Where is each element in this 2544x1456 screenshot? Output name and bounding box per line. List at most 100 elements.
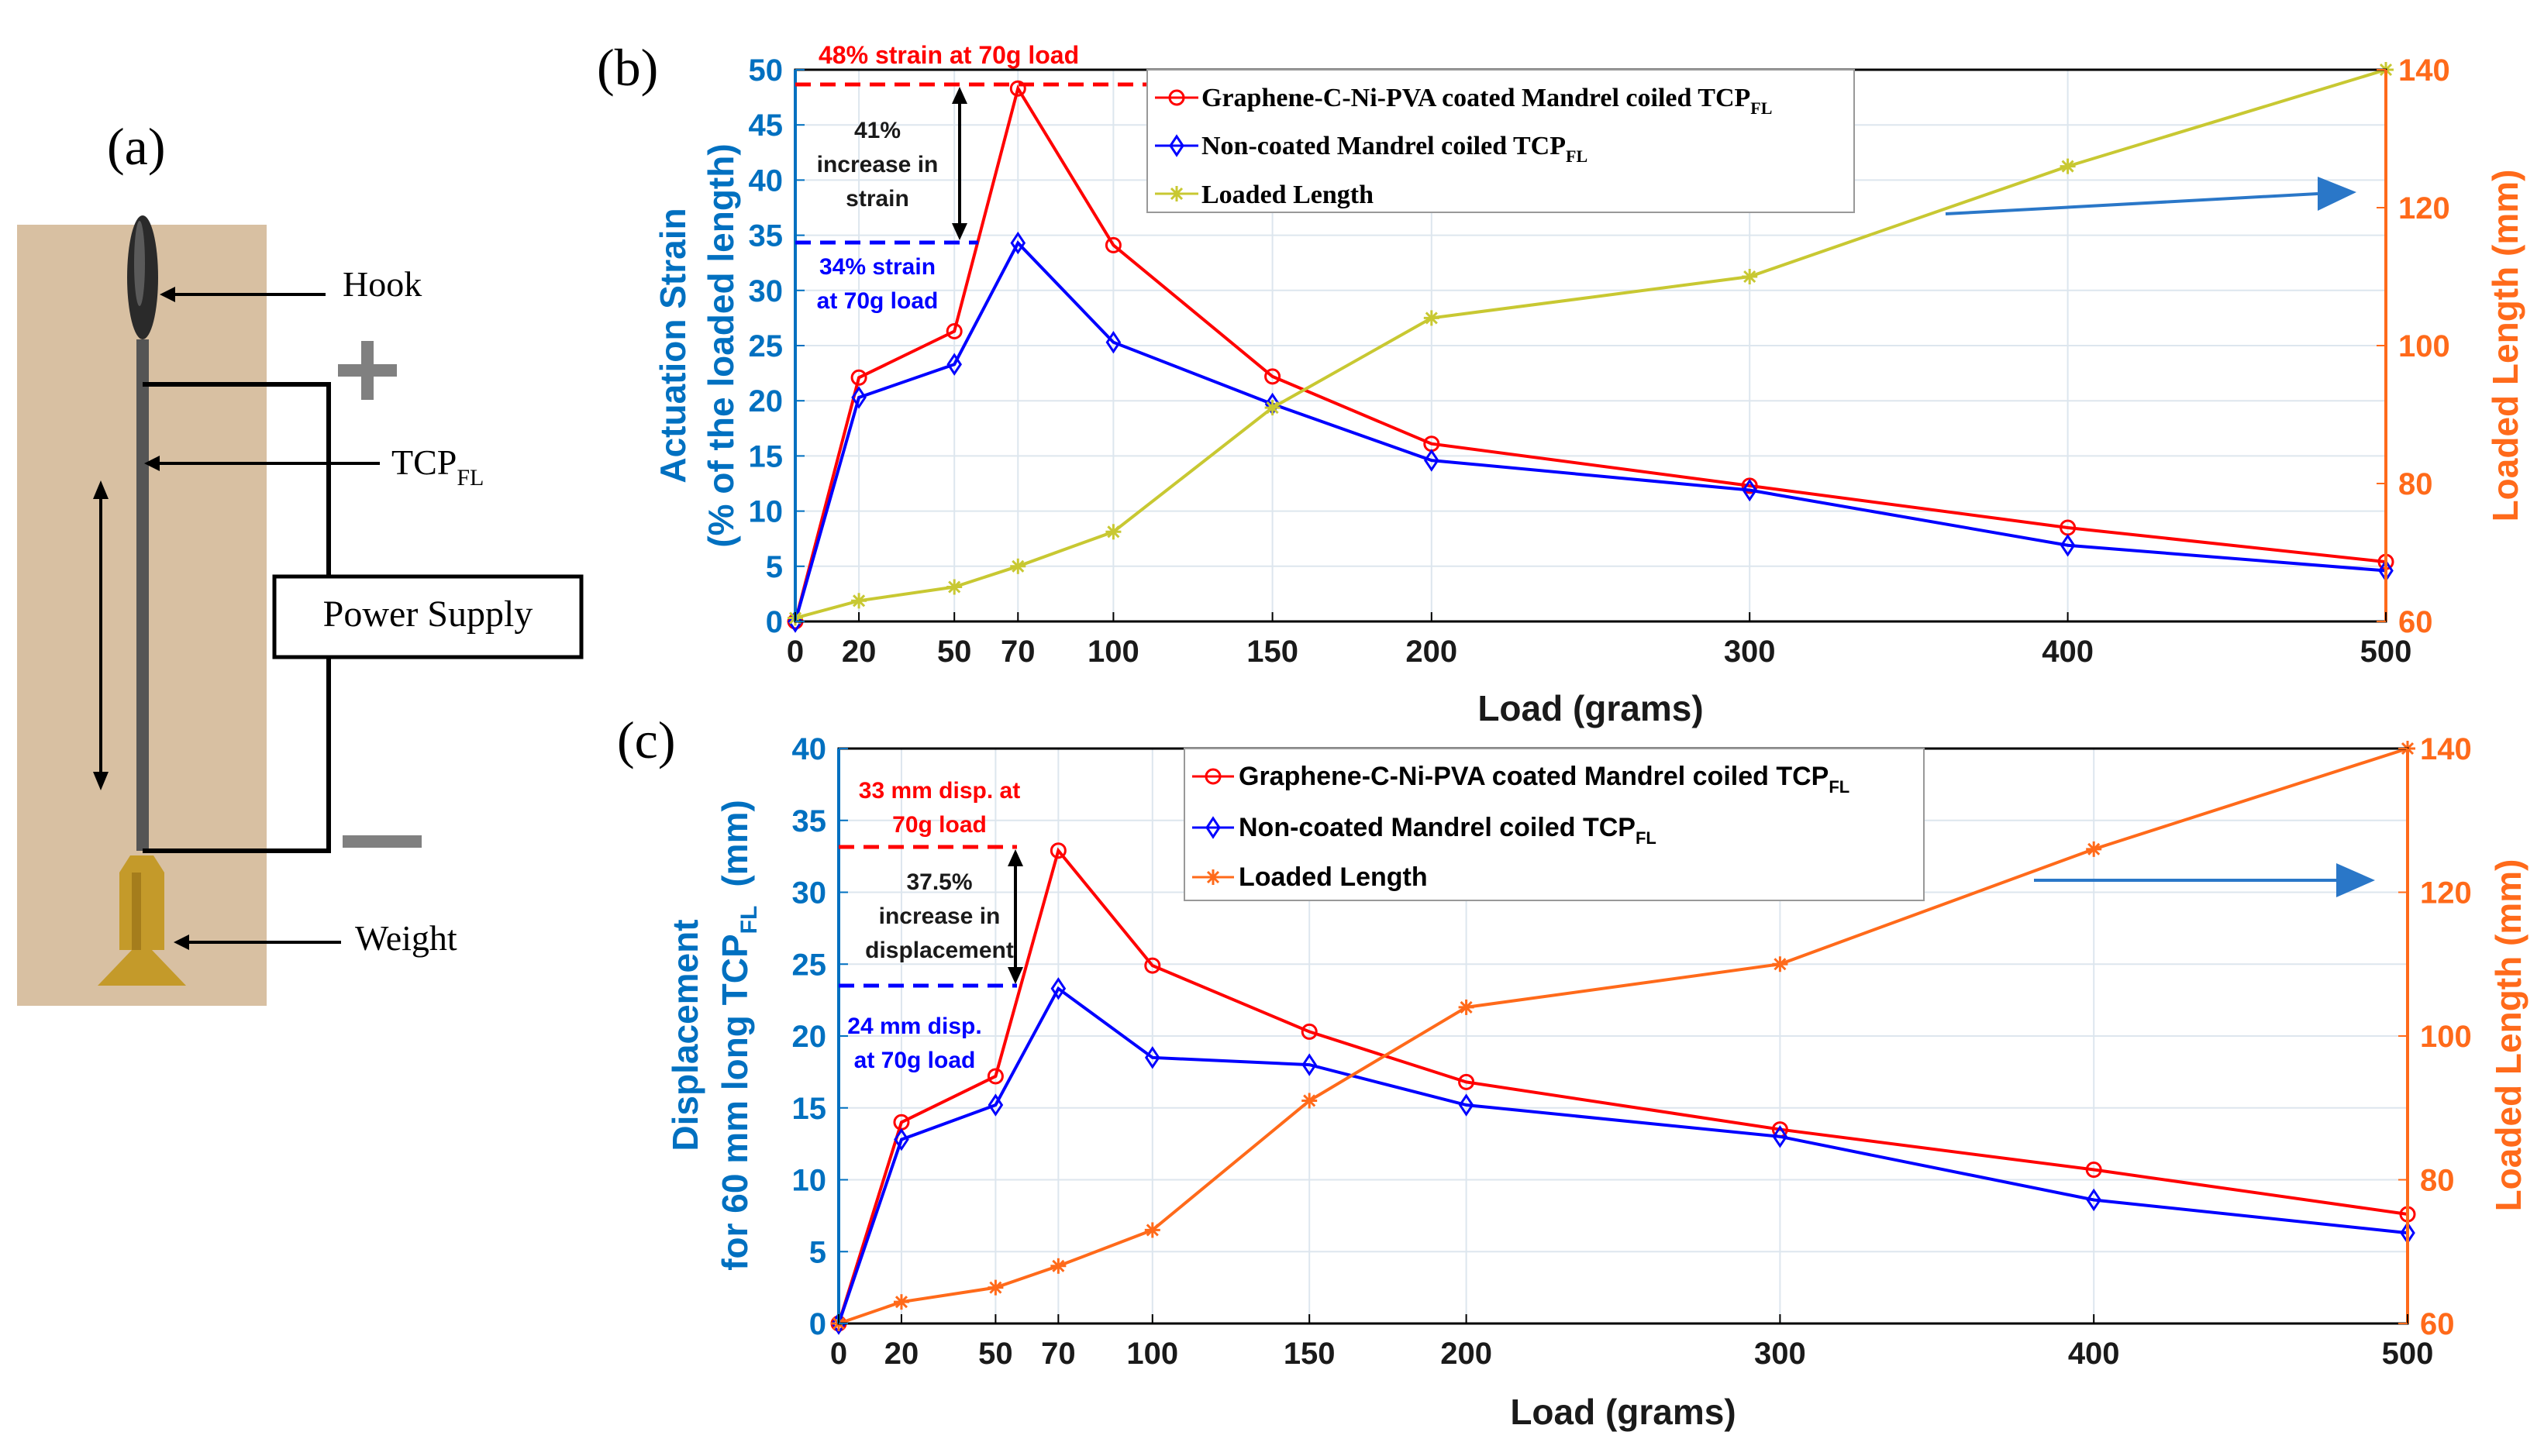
- chart-b-legend-marker-3: [1169, 186, 1184, 201]
- c-series-2-point-2: [988, 1279, 1004, 1296]
- weight-base: [98, 950, 186, 986]
- c-series-1-point-1: [894, 1127, 909, 1151]
- c-series-1-point-8: [2086, 1188, 2102, 1212]
- c-y2tick-label-4: 140: [2420, 732, 2472, 766]
- chart-b-legend-marker-2: [1169, 134, 1184, 157]
- b-series-1-point-3: [1010, 231, 1026, 255]
- chart-c-legend-entry-2: Non-coated Mandrel coiled TCPFL: [1239, 813, 1656, 848]
- chart-b-ticks: 0 20 50 70 100 150 200 300 400 500 0 5 10 15 20 25 30 35 4…: [749, 53, 2450, 669]
- chart-b-y-label-1: Actuation Strain: [653, 208, 693, 483]
- chart-b-ann-bottom-2: at 70g load: [817, 288, 939, 314]
- c-ytick-label-0: 0: [809, 1307, 826, 1341]
- panel-c-label: (c): [617, 711, 675, 769]
- chart-b-ann-bottom-1: 34% strain: [819, 254, 936, 280]
- c-series-2-point-3: [1050, 1258, 1067, 1274]
- chart-b-legend-entry-2: Non-coated Mandrel coiled TCPFL: [1201, 132, 1587, 166]
- c-series-0-point-5: [1301, 1023, 1318, 1040]
- chart-c-x-label: Load (grams): [1510, 1392, 1736, 1432]
- chart-c-legend-entry-2-sub: FL: [1636, 828, 1656, 848]
- b-y2tick-label-3: 120: [2398, 191, 2450, 225]
- b-series-0-point-5: [1264, 368, 1281, 385]
- arrow-tcp-head: [144, 456, 160, 471]
- b-xtick-label-7: 300: [1724, 635, 1776, 669]
- b-series-0-point-1: [850, 369, 867, 386]
- chart-c-legend-marker-2: [1205, 816, 1221, 839]
- b-xtick-label-5: 150: [1246, 635, 1298, 669]
- b-series-2-point-6: [1423, 310, 1439, 326]
- c-ytick-label-8: 40: [792, 732, 827, 766]
- c-y2tick-label-0: 60: [2420, 1307, 2455, 1341]
- b-series-1-line: [794, 240, 2387, 622]
- b-series-1-point-4: [1105, 331, 1122, 354]
- chart-c-ticks: 0 20 50 70 100 150 200 300 400 500 0 5 10 15 20 25 30 35 4…: [792, 732, 2472, 1371]
- chart-b-legend-entry-2-main: Non-coated Mandrel coiled TCP: [1201, 132, 1566, 160]
- c-series-2-point-5: [1301, 1093, 1318, 1109]
- b-ytick-label-5: 25: [749, 329, 784, 363]
- b-ytick-label-7: 35: [749, 219, 784, 253]
- wire-positive: [143, 382, 331, 577]
- power-supply-label: Power Supply: [323, 594, 533, 635]
- b-ytick-label-3: 15: [749, 439, 784, 473]
- c-xtick-label-6: 200: [1440, 1337, 1492, 1371]
- chart-c-y-label-2-main: for 60 mm long TCP: [715, 934, 755, 1270]
- weight-top: [119, 855, 164, 873]
- c-xtick-label-3: 70: [1041, 1337, 1076, 1371]
- c-series-1-point-6: [1458, 1093, 1474, 1117]
- chart-c-legend-marker-3: [1205, 869, 1221, 885]
- c-xtick-label-1: 20: [884, 1337, 919, 1371]
- chart-b-ann-mid-3: strain: [846, 186, 909, 212]
- panel-a: (a) Hook TCPFL Power Supply Weight: [17, 117, 584, 1006]
- chart-c-ann-bottom-1: 24 mm disp.: [847, 1014, 981, 1039]
- b-xtick-label-1: 20: [842, 635, 877, 669]
- power-supply-box: [272, 574, 584, 659]
- c-ytick-label-6: 30: [792, 876, 827, 910]
- panel-a-label: (a): [107, 117, 165, 176]
- panel-b-label: (b): [597, 38, 658, 97]
- c-xtick-label-2: 50: [978, 1337, 1013, 1371]
- b-ytick-label-2: 10: [749, 495, 784, 529]
- c-y2tick-label-1: 80: [2420, 1164, 2455, 1198]
- chart-b-legend-marker-1: [1168, 89, 1185, 106]
- c-xtick-label-5: 150: [1284, 1337, 1336, 1371]
- chart-b-legend-box: [1146, 69, 1855, 213]
- c-xtick-label-9: 500: [2382, 1337, 2434, 1371]
- b-series-1-point-1: [851, 386, 867, 409]
- chart-c-ann-top-2: 70g load: [892, 812, 987, 838]
- b-y2tick-label-4: 140: [2398, 53, 2450, 88]
- c-ytick-label-2: 10: [792, 1164, 827, 1198]
- c-series-1-line: [837, 986, 2408, 1324]
- chart-b-x-label: Load (grams): [1477, 688, 1703, 728]
- c-series-1-point-4: [1144, 1046, 1160, 1069]
- chart-c-legend-box: [1184, 748, 1925, 901]
- c-series-0-point-2: [987, 1068, 1004, 1085]
- b-y2tick-label-1: 80: [2398, 467, 2433, 501]
- chart-c-y-label-2-sub: FL: [736, 906, 762, 935]
- chart-c-y2-label: Loaded Length (mm): [2488, 859, 2528, 1212]
- chart-c-series: [830, 741, 2416, 1335]
- c-series-0-point-4: [1144, 957, 1161, 974]
- c-series-0-point-8: [2085, 1162, 2102, 1179]
- hook-highlight: [134, 221, 145, 306]
- c-xtick-label-8: 400: [2068, 1337, 2120, 1371]
- weight-shade: [132, 873, 141, 950]
- b-xtick-label-0: 0: [787, 635, 804, 669]
- chart-c-y-label-1: Displacement: [665, 919, 705, 1151]
- b-series-1-point-8: [2060, 534, 2076, 557]
- b-series-2-point-4: [1105, 524, 1122, 540]
- c-series-2-point-4: [1144, 1222, 1160, 1238]
- b-series-1-point-7: [1742, 478, 1758, 502]
- c-xtick-label-7: 300: [1754, 1337, 1806, 1371]
- b-series-2-point-2: [946, 579, 963, 595]
- length-arrow-top: [93, 480, 109, 499]
- b-series-2-point-7: [1742, 269, 1758, 284]
- c-series-1-point-5: [1301, 1053, 1318, 1076]
- b-series-2-point-1: [851, 593, 867, 609]
- tcp-label: TCPFL: [391, 442, 484, 490]
- c-series-0-line: [837, 847, 2408, 1324]
- hook-label: Hook: [343, 264, 422, 304]
- tcp-fiber: [136, 339, 149, 851]
- chart-b-legend: Graphene-C-Ni-PVA coated Mandrel coiled …: [1146, 69, 1855, 213]
- b-series-2-point-5: [1264, 400, 1281, 416]
- chart-c-blue-arrow-head: [2336, 863, 2375, 897]
- c-y2tick-label-2: 100: [2420, 1020, 2472, 1054]
